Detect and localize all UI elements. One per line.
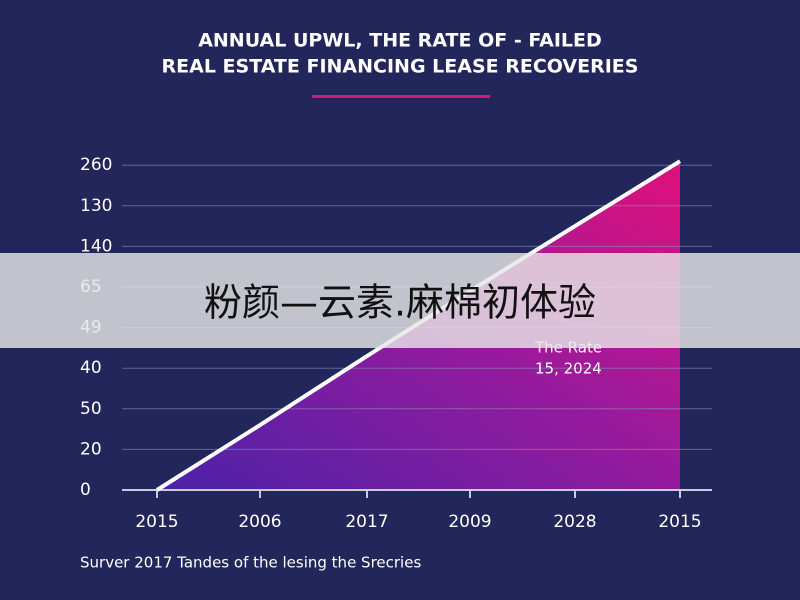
y-tick-label: 50 <box>80 399 102 419</box>
annotation: 15, 2024 <box>535 360 602 378</box>
x-tick-label: 2015 <box>135 512 178 532</box>
x-tick-label: 2017 <box>345 512 388 532</box>
chart-title: REAL ESTATE FINANCING LEASE RECOVERIES <box>162 56 639 78</box>
chart-title: ANNUAL UPWL, THE RATE OF - FAILED <box>198 30 602 52</box>
x-tick-label: 2028 <box>553 512 596 532</box>
y-tick-label: 40 <box>80 358 102 378</box>
y-tick-label: 0 <box>80 480 91 500</box>
x-tick-label: 2015 <box>658 512 701 532</box>
y-tick-label: 260 <box>80 155 112 175</box>
y-tick-label: 130 <box>80 196 112 216</box>
footer: Surver 2017 Tandes of the lesing the Sre… <box>80 554 421 572</box>
y-tick-label: 140 <box>80 236 112 256</box>
banner-band <box>0 253 800 348</box>
y-tick-label: 20 <box>80 439 102 459</box>
banner-text: 粉颜—云素.麻棉初体验 <box>204 281 596 325</box>
x-tick-label: 2006 <box>238 512 281 532</box>
x-tick-label: 2009 <box>448 512 491 532</box>
title-underline <box>312 95 490 98</box>
